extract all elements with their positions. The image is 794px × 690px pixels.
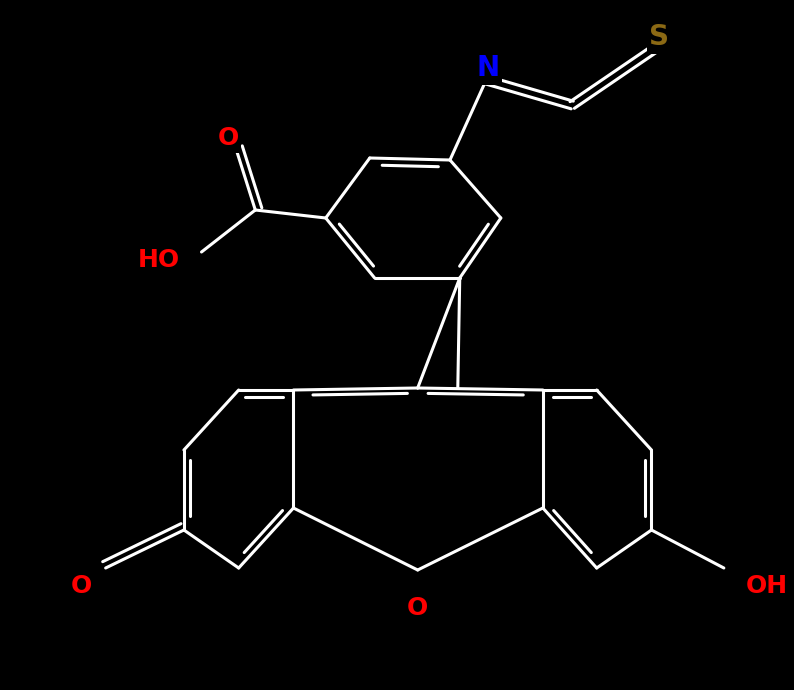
Text: HO: HO bbox=[138, 248, 180, 272]
Text: S: S bbox=[649, 23, 669, 51]
Text: OH: OH bbox=[746, 574, 788, 598]
Text: N: N bbox=[476, 54, 499, 82]
Text: O: O bbox=[407, 596, 428, 620]
Text: O: O bbox=[218, 126, 238, 150]
Text: O: O bbox=[71, 574, 92, 598]
